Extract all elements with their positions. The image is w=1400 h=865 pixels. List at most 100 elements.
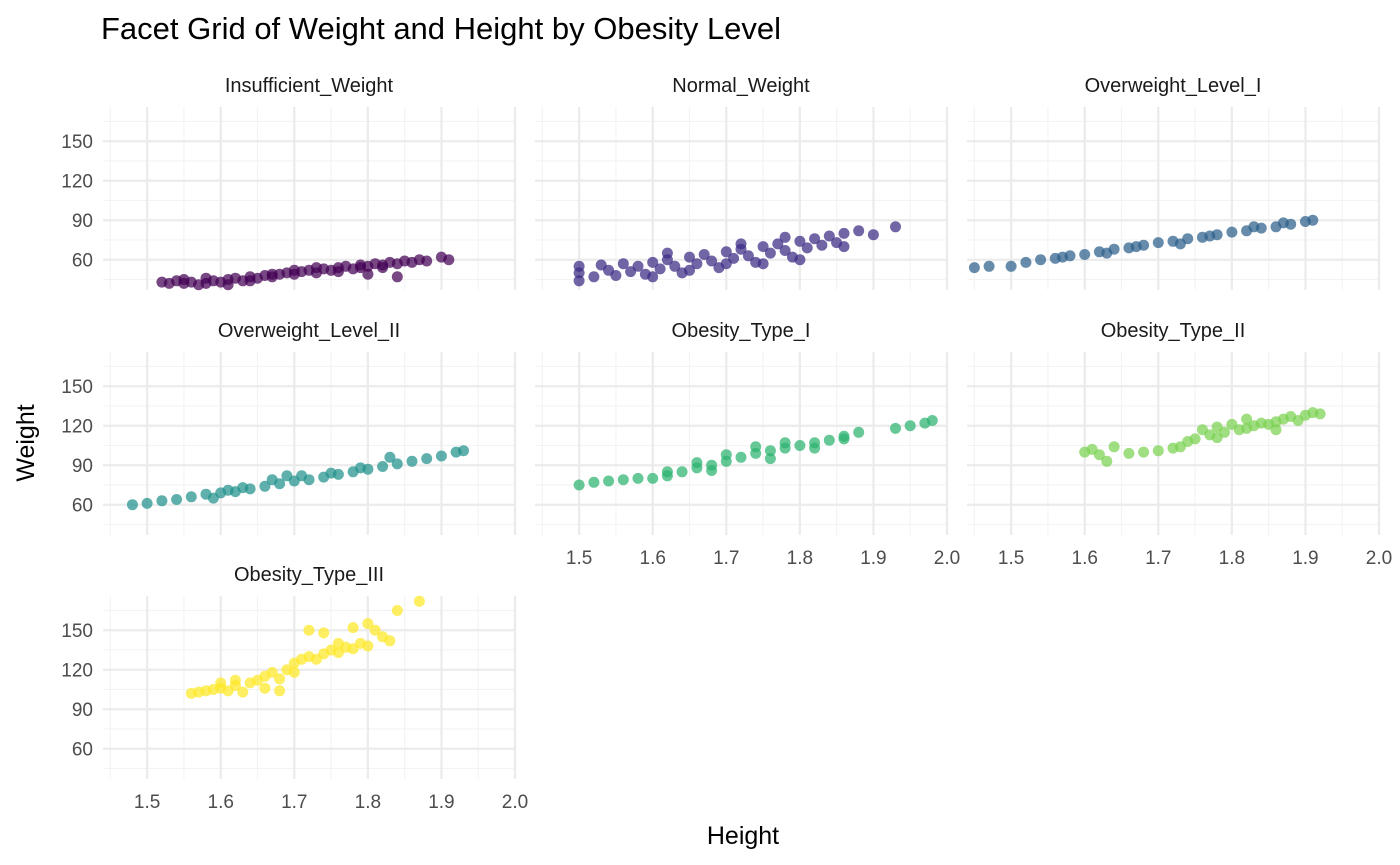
data-point <box>890 221 901 233</box>
data-point <box>207 492 219 504</box>
data-point <box>1057 251 1069 263</box>
x-tick-label: 1.6 <box>208 792 234 813</box>
y-tick-label: 150 <box>61 621 93 642</box>
y-tick-label: 90 <box>72 211 93 232</box>
data-point <box>735 451 747 463</box>
facet-panel: Overweight_Level_II 60 90 120 150 <box>61 320 517 535</box>
data-point <box>801 242 813 254</box>
data-point <box>823 230 835 242</box>
data-point <box>573 275 585 287</box>
facet-strip-label: Normal_Weight <box>672 75 810 97</box>
data-point <box>720 246 732 258</box>
data-point <box>764 445 776 457</box>
data-point <box>794 235 806 247</box>
data-point <box>809 233 821 245</box>
data-point <box>384 635 396 647</box>
x-tick-label: 1.5 <box>134 792 160 813</box>
x-tick-label: 1.7 <box>1145 548 1171 569</box>
data-point <box>706 465 718 476</box>
data-point <box>1005 260 1017 272</box>
data-point <box>1130 241 1142 253</box>
data-point <box>1204 230 1216 242</box>
facet-strip-label: Obesity_Type_II <box>1101 320 1246 342</box>
data-point <box>266 268 278 280</box>
facet-panel: Obesity_Type_III 60 90 120 150 1.5 1.6 1.7 1.8 1.… <box>61 564 528 813</box>
x-tick-label: 1.9 <box>1292 548 1318 569</box>
data-point <box>1020 256 1032 268</box>
data-point <box>661 247 673 259</box>
data-point <box>823 434 835 446</box>
x-tick-label: 1.5 <box>998 548 1024 569</box>
data-point <box>757 241 769 253</box>
data-point <box>1174 238 1186 250</box>
data-point <box>421 453 433 465</box>
data-point <box>764 453 776 465</box>
data-point <box>458 445 469 457</box>
data-point <box>222 279 234 291</box>
x-tick-label: 1.9 <box>428 792 454 813</box>
data-point <box>310 262 322 274</box>
data-point <box>325 467 337 479</box>
data-point <box>1211 432 1223 444</box>
data-point <box>274 685 286 697</box>
data-point <box>816 239 828 251</box>
data-point <box>391 605 403 616</box>
data-point <box>1189 433 1201 445</box>
x-tick-label: 1.7 <box>713 548 739 569</box>
data-point <box>288 264 300 276</box>
data-point <box>838 241 850 253</box>
facet-strip-label: Overweight_Level_I <box>1085 75 1262 97</box>
facet-strip-label: Insufficient_Weight <box>225 75 394 97</box>
x-tick-label: 1.7 <box>281 792 307 813</box>
data-point <box>904 420 916 432</box>
data-point <box>742 250 754 262</box>
data-point <box>983 260 995 272</box>
data-point <box>968 262 980 274</box>
data-point <box>1152 445 1164 457</box>
data-point <box>406 455 418 467</box>
y-tick-label: 120 <box>61 417 93 438</box>
data-point <box>764 247 776 259</box>
data-point <box>720 449 732 461</box>
data-point <box>391 458 403 470</box>
x-tick-label: 1.5 <box>566 548 592 569</box>
data-point <box>141 497 153 509</box>
data-point <box>1307 214 1319 226</box>
data-point <box>435 450 447 462</box>
data-point <box>1079 249 1091 260</box>
data-point <box>757 258 769 270</box>
y-tick-label: 150 <box>61 377 93 398</box>
data-point <box>274 673 286 685</box>
data-point <box>1248 221 1260 233</box>
data-point <box>573 260 585 272</box>
data-point <box>413 595 425 607</box>
data-point <box>588 271 600 283</box>
data-point <box>355 462 366 474</box>
data-point <box>259 682 271 694</box>
data-point <box>698 249 710 260</box>
data-point <box>362 640 374 652</box>
x-tick-label: 1.8 <box>355 792 381 813</box>
data-point <box>573 479 585 491</box>
data-point <box>200 272 212 284</box>
data-point <box>1093 449 1105 461</box>
x-tick-label: 1.6 <box>1072 548 1098 569</box>
x-tick-label: 1.8 <box>787 548 813 569</box>
data-point <box>391 271 403 283</box>
data-point <box>691 457 703 469</box>
facet-panel: Obesity_Type_I 1.5 1.6 1.7 1.8 1.9 2.0 <box>535 320 960 569</box>
data-point <box>178 274 190 285</box>
data-point <box>779 231 791 243</box>
data-point <box>809 442 821 454</box>
x-axis-title: Height <box>707 822 779 850</box>
data-point <box>1108 441 1120 453</box>
y-tick-label: 60 <box>72 740 93 761</box>
x-tick-label: 2.0 <box>1366 548 1392 569</box>
facet-panel: Normal_Weight <box>535 75 949 290</box>
data-point <box>1152 237 1164 249</box>
facet-strip-label: Overweight_Level_II <box>218 320 400 342</box>
data-point <box>603 475 615 487</box>
data-point <box>588 476 600 488</box>
data-point <box>772 238 784 250</box>
